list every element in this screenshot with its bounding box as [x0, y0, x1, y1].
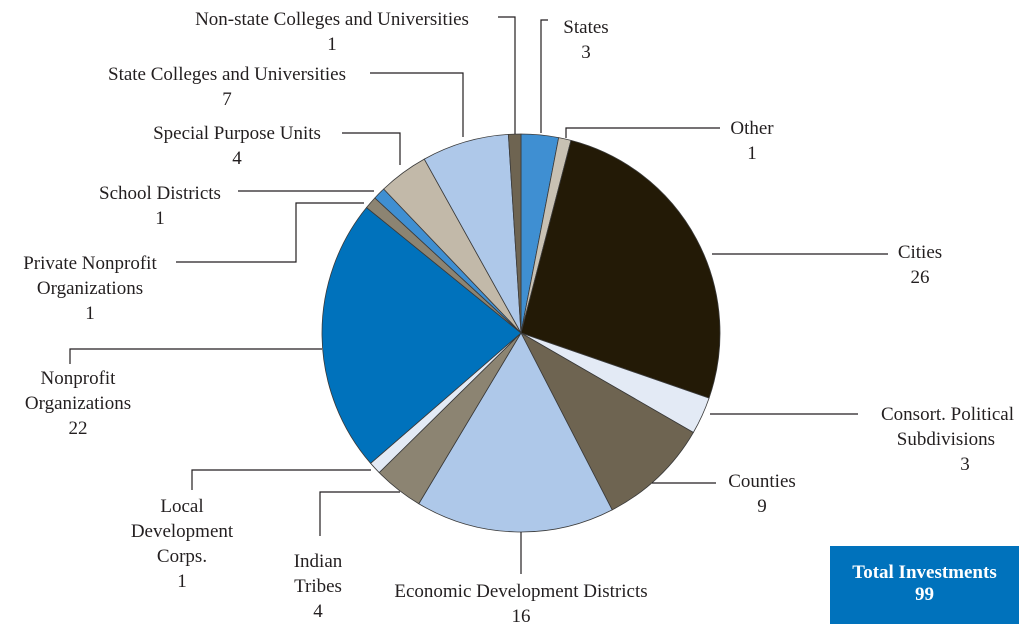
label-value: 1 [747, 143, 757, 164]
slice-labels: States 3 Other 1 Cities 26 Consort. Political S… [23, 9, 1014, 625]
label-value: 3 [581, 42, 591, 63]
slice-nonprofit-organizations [321, 207, 522, 464]
label-text: Indian [294, 551, 343, 572]
label-counties: Counties 9 [728, 471, 796, 517]
label-text: Local [160, 496, 203, 517]
label-cities: Cities 26 [898, 242, 942, 288]
label-value: 3 [960, 454, 970, 475]
label-value: 1 [155, 208, 165, 229]
leader-state-colleges-and-universities [370, 72, 464, 137]
pie-slices [321, 133, 721, 533]
label-consort-political-subdivisions: Consort. Political Subdivisions 3 [881, 404, 1014, 475]
label-value: 1 [85, 303, 95, 324]
label-text: Nonprofit [41, 368, 117, 389]
leader-private-nonprofit-organizations [176, 202, 364, 263]
label-text: Special Purpose Units [153, 123, 321, 144]
label-non-state-colleges-and-universities: Non-state Colleges and Universities 1 [195, 9, 469, 55]
label-text: School Districts [99, 183, 221, 204]
label-text: Private Nonprofit [23, 253, 157, 274]
total-value: 99 [915, 584, 934, 605]
label-indian-tribes: Indian Tribes 4 [294, 551, 343, 622]
label-value: 7 [222, 89, 232, 110]
label-state-colleges-and-universities: State Colleges and Universities 7 [108, 64, 346, 110]
label-value: 16 [512, 606, 531, 625]
label-other: Other 1 [730, 118, 774, 164]
label-school-districts: School Districts 1 [99, 183, 221, 229]
label-text: Subdivisions [897, 429, 995, 450]
label-text: Tribes [294, 576, 342, 597]
leader-lines [69, 16, 888, 574]
label-value: 4 [313, 601, 323, 622]
label-value: 1 [327, 34, 337, 55]
label-special-purpose-units: Special Purpose Units 4 [153, 123, 321, 169]
leader-other [565, 127, 720, 138]
label-text: States [563, 17, 608, 38]
label-value: 1 [177, 571, 187, 592]
label-text: Non-state Colleges and Universities [195, 9, 469, 30]
label-text: Counties [728, 471, 796, 492]
leader-nonprofit-organizations [69, 348, 322, 364]
label-value: 22 [69, 418, 88, 439]
label-value: 26 [911, 267, 930, 288]
slice-counties [520, 332, 694, 511]
label-private-nonprofit-organizations: Private Nonprofit Organizations 1 [23, 253, 157, 324]
label-value: 4 [232, 148, 242, 169]
leader-local-development-corps [191, 469, 371, 490]
label-text: Development [131, 521, 234, 542]
slice-cities [520, 139, 721, 399]
leader-indian-tribes [319, 491, 400, 536]
slice-non-state-colleges-and-universities [507, 133, 522, 334]
leader-states [540, 19, 548, 133]
total-label: Total Investments [852, 562, 997, 583]
label-text: Corps. [157, 546, 207, 567]
leader-non-state-colleges-and-universities [498, 16, 516, 134]
label-economic-development-districts: Economic Development Districts 16 [394, 581, 647, 625]
label-text: Other [730, 118, 774, 139]
label-value: 9 [757, 496, 767, 517]
leader-special-purpose-units [342, 132, 401, 165]
label-text: Consort. Political [881, 404, 1014, 425]
label-states: States 3 [563, 17, 608, 63]
label-text: State Colleges and Universities [108, 64, 346, 85]
slice-economic-development-districts [418, 332, 613, 533]
label-text: Cities [898, 242, 942, 263]
label-local-development-corps: Local Development Corps. 1 [131, 496, 234, 592]
total-investments-box: Total Investments 99 [830, 546, 1019, 624]
label-text: Economic Development Districts [394, 581, 647, 602]
label-text: Organizations [37, 278, 143, 299]
label-nonprofit-organizations: Nonprofit Organizations 22 [25, 368, 131, 439]
label-text: Organizations [25, 393, 131, 414]
